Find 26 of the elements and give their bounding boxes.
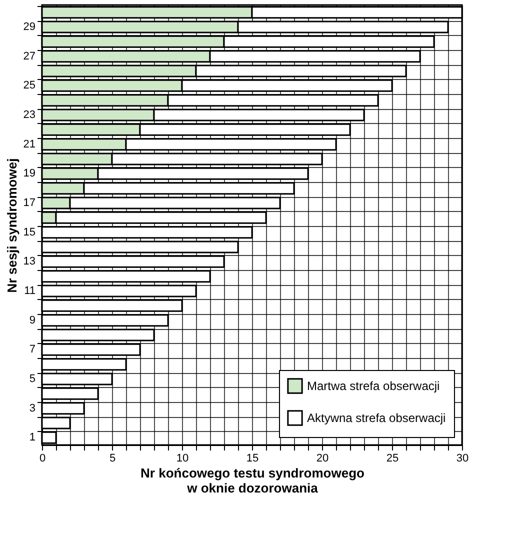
y-tick-label: 25 [23, 80, 36, 92]
y-axis-title: Nr sesji syndromowej [4, 158, 20, 293]
y-tick-label: 3 [29, 402, 36, 414]
y-tick-label: 11 [24, 285, 36, 297]
x-tick-label: 5 [109, 452, 116, 464]
x-tick-label: 30 [456, 452, 469, 464]
x-axis-title: Nr końcowego testu syndromowego w oknie dozorowania [140, 466, 365, 496]
y-tick-label: 7 [29, 344, 36, 356]
x-tick-label: 10 [176, 452, 189, 464]
y-tick-label: 17 [23, 197, 36, 209]
y-tick-label: 5 [29, 373, 36, 385]
y-tick-label: 15 [23, 226, 36, 238]
y-tick-label: 21 [23, 138, 36, 150]
y-tick-label: 27 [23, 50, 36, 62]
y-tick-label: 9 [29, 314, 36, 326]
y-tick-label: 13 [23, 256, 36, 268]
x-tick-label: 20 [316, 452, 329, 464]
legend-label: Martwa strefa obserwacji [307, 379, 440, 393]
x-tick-label: 15 [246, 452, 259, 464]
x-tick-label: 0 [39, 452, 46, 464]
y-tick-label: 23 [23, 109, 36, 121]
y-tick-label: 19 [23, 168, 36, 180]
y-tick-label: 29 [23, 21, 36, 33]
legend-label: Aktywna strefa obserwacji [307, 411, 446, 425]
x-tick-label: 25 [386, 452, 399, 464]
y-tick-label: 1 [29, 432, 36, 444]
